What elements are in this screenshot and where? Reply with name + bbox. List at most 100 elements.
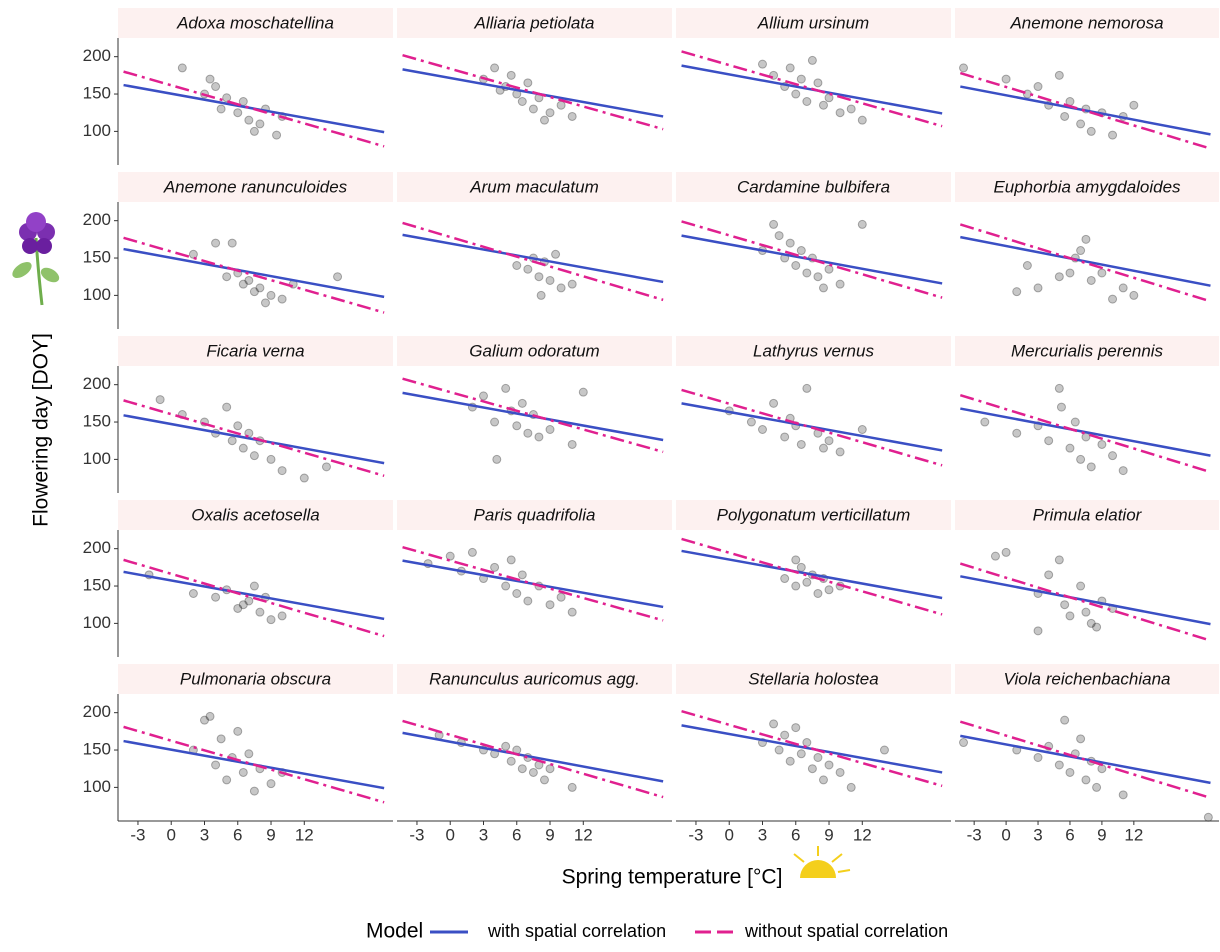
- y-tick-label: 150: [83, 84, 111, 103]
- point: [813, 589, 823, 598]
- point: [1092, 622, 1102, 632]
- y-tick-label: 150: [83, 248, 111, 267]
- point: [222, 272, 232, 282]
- point: [266, 454, 276, 464]
- point: [517, 97, 527, 106]
- point: [227, 436, 237, 446]
- point: [534, 432, 544, 442]
- x-tick-label: 12: [295, 825, 314, 844]
- point: [1054, 70, 1064, 80]
- strip: [397, 664, 672, 694]
- strip: [397, 500, 672, 530]
- point: [445, 551, 455, 561]
- point: [796, 749, 806, 759]
- point: [249, 451, 259, 461]
- point: [556, 100, 566, 110]
- point: [1086, 618, 1096, 628]
- fit-line: [402, 53, 664, 131]
- point: [260, 298, 270, 308]
- point: [249, 786, 259, 796]
- point: [802, 383, 812, 393]
- point: [796, 562, 806, 572]
- point: [492, 454, 502, 464]
- point: [216, 734, 226, 744]
- point: [802, 577, 812, 587]
- point: [517, 398, 527, 408]
- point: [199, 715, 209, 725]
- fit-line: [123, 725, 385, 804]
- panel-title: Primula elatior: [1033, 505, 1143, 524]
- point: [534, 272, 544, 282]
- point: [233, 421, 243, 431]
- point: [523, 428, 533, 438]
- point: [846, 782, 856, 792]
- point: [1129, 100, 1139, 110]
- fit-line: [960, 734, 1211, 785]
- point: [959, 63, 969, 73]
- point: [155, 395, 165, 405]
- point: [746, 417, 756, 427]
- point: [1081, 775, 1091, 785]
- point: [1001, 74, 1011, 84]
- strip: [676, 336, 951, 366]
- point: [990, 551, 1000, 561]
- point: [1086, 275, 1096, 285]
- point: [1044, 570, 1054, 580]
- point: [556, 283, 566, 293]
- point: [802, 738, 812, 748]
- point: [1012, 287, 1022, 297]
- point: [211, 592, 221, 602]
- y-tick-label: 200: [83, 46, 111, 65]
- point: [769, 219, 779, 229]
- fit-line: [402, 731, 664, 783]
- strip: [397, 172, 672, 202]
- point: [1054, 555, 1064, 565]
- fit-line: [123, 570, 385, 621]
- fit-line: [681, 50, 943, 128]
- x-tick-label: -3: [409, 825, 424, 844]
- strip: [955, 664, 1219, 694]
- point: [238, 600, 248, 610]
- y-tick-label: 200: [83, 374, 111, 393]
- fit-line: [123, 236, 385, 314]
- x-tick-label: 9: [545, 825, 554, 844]
- point: [506, 756, 516, 766]
- panel-title: Viola reichenbachiana: [1004, 669, 1171, 688]
- panel-title: Alliaria petiolata: [473, 13, 594, 32]
- y-tick-label: 150: [83, 740, 111, 759]
- fit-line: [123, 399, 385, 478]
- x-tick-label: -3: [688, 825, 703, 844]
- point: [551, 249, 561, 259]
- fit-line: [960, 85, 1211, 136]
- point: [769, 719, 779, 729]
- point: [824, 760, 834, 770]
- fit-line: [681, 388, 943, 467]
- fit-line: [959, 562, 1211, 642]
- point: [1076, 119, 1086, 129]
- strip: [397, 336, 672, 366]
- point: [802, 268, 812, 278]
- point: [835, 279, 845, 289]
- point: [222, 93, 232, 103]
- point: [1076, 454, 1086, 464]
- point: [813, 753, 823, 762]
- point: [835, 108, 845, 118]
- point: [1081, 234, 1091, 244]
- x-tick-label: 6: [233, 825, 242, 844]
- strip: [118, 664, 393, 694]
- point: [1054, 272, 1064, 282]
- point: [791, 261, 801, 270]
- point: [567, 279, 577, 289]
- x-tick-label: 9: [1097, 825, 1106, 844]
- strip: [118, 172, 393, 202]
- point: [1070, 417, 1080, 427]
- x-tick-label: -3: [967, 825, 982, 844]
- point: [523, 264, 533, 274]
- fit-line: [402, 233, 664, 284]
- point: [1076, 581, 1086, 591]
- point: [506, 555, 516, 565]
- point: [791, 555, 801, 565]
- x-tick-label: 3: [479, 825, 488, 844]
- panel-title: Lathyrus vernus: [753, 341, 874, 360]
